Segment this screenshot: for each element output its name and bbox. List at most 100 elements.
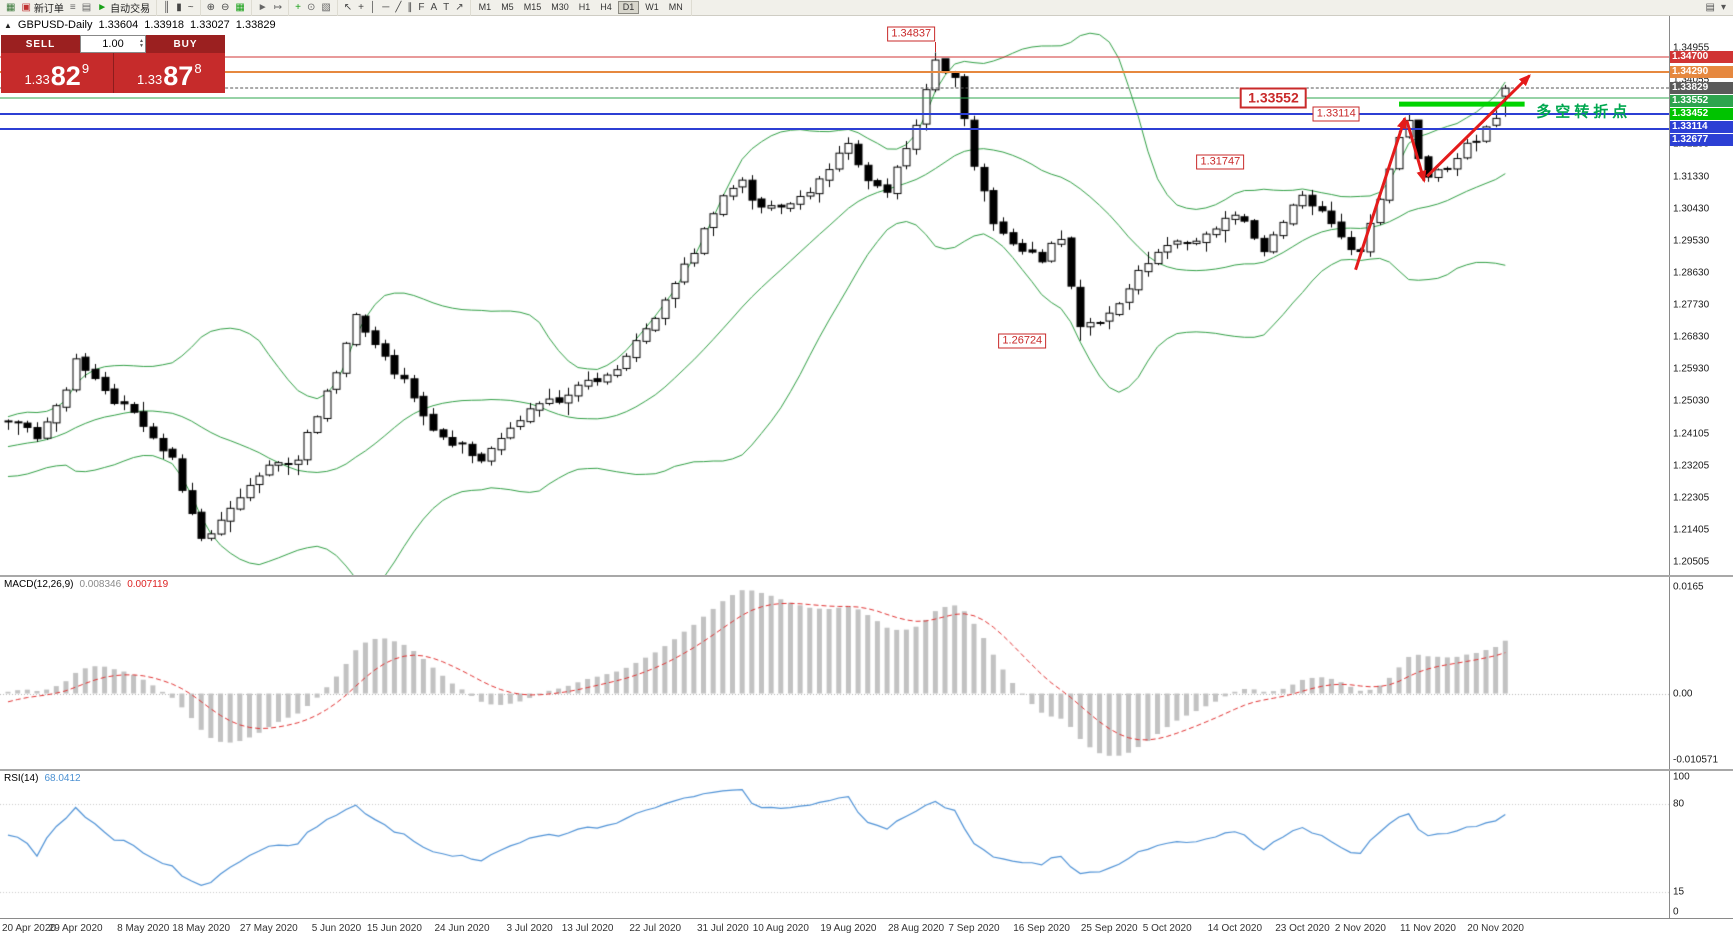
timeframe-m15-button[interactable]: M15 bbox=[523, 2, 542, 12]
sell-button[interactable]: SELL bbox=[1, 35, 80, 53]
timeframe-h1-button[interactable]: H1 bbox=[578, 2, 591, 12]
axis-tick-80: 80 bbox=[1673, 798, 1685, 810]
auto-scroll-icon-glyph: ► bbox=[257, 1, 268, 13]
price-callout-1.26724[interactable]: 1.26724 bbox=[998, 333, 1047, 349]
channel-icon-glyph: ∥ bbox=[407, 1, 413, 13]
date-label-20-apr-2020: 20 Apr 2020 bbox=[2, 923, 56, 934]
toolbar-right-group: ▤ ▾ bbox=[1703, 1, 1733, 15]
rsi-axis: 100 80 15 0 bbox=[1669, 771, 1733, 918]
ohlc-open-value: 1.33604 bbox=[98, 19, 139, 31]
support-line-1-33552[interactable] bbox=[0, 97, 1669, 99]
date-label-15-jun-2020: 15 Jun 2020 bbox=[366, 923, 422, 934]
support-line-1-33114[interactable] bbox=[0, 112, 1669, 115]
toolbar-group-objects: + ⊙ ▧ bbox=[289, 0, 338, 16]
date-label-7-sep-2020: 7 Sep 2020 bbox=[948, 923, 1000, 934]
macd-canvas[interactable] bbox=[0, 577, 1669, 769]
crosshair-icon[interactable]: + bbox=[355, 1, 367, 15]
timeframe-mn-button[interactable]: MN bbox=[668, 2, 683, 12]
timeframe-d1-button[interactable]: D1 bbox=[617, 1, 640, 14]
cursor-icon[interactable]: ↖ bbox=[341, 1, 355, 15]
candlestick-chart-icon[interactable]: ▮ bbox=[173, 1, 185, 15]
axis-tick-1.26830: 1.26830 bbox=[1673, 331, 1710, 343]
chart-macd-splitter[interactable] bbox=[0, 575, 1733, 577]
templates-icon-glyph: ▧ bbox=[321, 1, 331, 13]
turning-point-annotation[interactable]: 多空转折点 bbox=[1536, 103, 1632, 121]
arrows-icon-glyph: ↗ bbox=[455, 1, 464, 13]
price-callout-1.33552[interactable]: 1.33552 bbox=[1240, 87, 1307, 109]
rsi-plot[interactable]: RSI(14) 68.0412 bbox=[0, 771, 1669, 918]
date-label-22-jul-2020: 22 Jul 2020 bbox=[629, 923, 682, 934]
resistance-line-1-34290[interactable] bbox=[0, 70, 1669, 73]
sell-price-big-digits: 82 bbox=[50, 61, 81, 91]
periods-icon[interactable]: ⊙ bbox=[304, 1, 318, 15]
arrows-icon[interactable]: ↗ bbox=[452, 1, 466, 15]
axis-tick-1.29530: 1.29530 bbox=[1673, 235, 1710, 247]
macd-main-value: 0.008346 bbox=[79, 579, 122, 590]
profiles-icon[interactable]: ▤ bbox=[1703, 1, 1718, 15]
new-order-button[interactable]: ▣ 新订单 bbox=[18, 1, 66, 16]
channel-icon[interactable]: ∥ bbox=[404, 1, 415, 15]
date-label-31-jul-2020: 31 Jul 2020 bbox=[696, 923, 749, 934]
date-label-25-sep-2020: 25 Sep 2020 bbox=[1080, 923, 1138, 934]
axis-tick-0: 0 bbox=[1673, 906, 1679, 918]
axis-tick--0.010571: -0.010571 bbox=[1673, 754, 1719, 766]
grid-icon[interactable]: ▦ bbox=[232, 1, 247, 15]
timeframe-m30-button[interactable]: M30 bbox=[551, 2, 569, 12]
price-callout-1.31747[interactable]: 1.31747 bbox=[1196, 154, 1245, 170]
timeframe-m5-button[interactable]: M5 bbox=[501, 2, 514, 12]
terminal-icon[interactable]: ▤ bbox=[79, 1, 94, 15]
new-chart-icon[interactable]: ▦ bbox=[3, 1, 18, 15]
bid-price-line[interactable] bbox=[0, 87, 1669, 89]
macd-rsi-splitter[interactable] bbox=[0, 769, 1733, 771]
buy-button[interactable]: BUY bbox=[146, 35, 225, 53]
sell-price-button[interactable]: 1.33 82 9 bbox=[1, 53, 114, 93]
timeframe-m1-button[interactable]: M1 bbox=[478, 2, 492, 12]
price-chart-plot[interactable]: ▲ GBPUSD-Daily 1.33604 1.33918 1.33027 1… bbox=[0, 16, 1669, 575]
axis-price-box-1.34290: 1.34290 bbox=[1670, 65, 1733, 78]
date-label-5-jun-2020: 5 Jun 2020 bbox=[311, 923, 362, 934]
menu-dropdown-icon[interactable]: ▾ bbox=[1718, 1, 1729, 15]
buy-price-big-digits: 87 bbox=[163, 61, 194, 91]
indicators-icon[interactable]: + bbox=[292, 1, 304, 15]
callout-whisker bbox=[935, 42, 937, 53]
market-watch-icon[interactable]: ≡ bbox=[67, 1, 79, 15]
date-label-19-aug-2020: 19 Aug 2020 bbox=[820, 923, 877, 934]
horizontal-line-icon[interactable]: ─ bbox=[379, 1, 392, 15]
rsi-canvas[interactable] bbox=[0, 771, 1669, 918]
axis-tick-1.27730: 1.27730 bbox=[1673, 299, 1710, 311]
text-icon-glyph: A bbox=[430, 1, 438, 13]
label-icon[interactable]: T bbox=[440, 1, 452, 15]
one-click-toggle-icon[interactable]: ▲ bbox=[4, 20, 12, 30]
price-callout-1.33114[interactable]: 1.33114 bbox=[1312, 106, 1360, 122]
timeframe-w1-button[interactable]: W1 bbox=[645, 2, 659, 12]
market-watch-icon-glyph: ≡ bbox=[69, 1, 76, 13]
macd-label: MACD(12,26,9) 0.008346 0.007119 bbox=[4, 579, 168, 590]
zoom-out-icon[interactable]: ⊖ bbox=[218, 1, 232, 15]
resistance-line-1-34700[interactable] bbox=[0, 56, 1669, 58]
macd-plot[interactable]: MACD(12,26,9) 0.008346 0.007119 bbox=[0, 577, 1669, 769]
date-label-2-nov-2020: 2 Nov 2020 bbox=[1334, 923, 1386, 934]
price-callout-1.34837[interactable]: 1.34837 bbox=[887, 26, 936, 42]
zoom-in-icon[interactable]: ⊕ bbox=[204, 1, 218, 15]
autotrading-button-glyph: ► bbox=[97, 1, 108, 13]
fibonacci-icon[interactable]: F bbox=[415, 1, 427, 15]
auto-scroll-icon[interactable]: ► bbox=[255, 1, 271, 15]
line-chart-icon[interactable]: ~ bbox=[185, 1, 197, 15]
text-icon[interactable]: A bbox=[428, 1, 441, 15]
templates-icon[interactable]: ▧ bbox=[318, 1, 333, 15]
buy-price-button[interactable]: 1.33 87 8 bbox=[113, 53, 225, 93]
volume-input[interactable]: 1.00 ▲ ▼ bbox=[80, 35, 146, 53]
candlestick-canvas[interactable] bbox=[0, 16, 1669, 575]
terminal-icon-glyph: ▤ bbox=[81, 1, 92, 13]
chart-shift-icon[interactable]: ↦ bbox=[271, 1, 285, 15]
bar-chart-icon[interactable]: ║ bbox=[160, 1, 173, 15]
date-label-27-may-2020: 27 May 2020 bbox=[239, 923, 298, 934]
new-order-button-label: 新订单 bbox=[33, 4, 64, 15]
timeframe-h4-button[interactable]: H4 bbox=[600, 2, 612, 12]
autotrading-button[interactable]: ► 自动交易 bbox=[94, 1, 153, 16]
trendline-icon[interactable]: ╱ bbox=[392, 1, 404, 15]
volume-value: 1.00 bbox=[102, 38, 124, 50]
vertical-line-icon[interactable]: │ bbox=[367, 1, 379, 15]
volume-spinner[interactable]: ▲ ▼ bbox=[139, 38, 144, 49]
support-line-1-32677[interactable] bbox=[0, 128, 1669, 131]
